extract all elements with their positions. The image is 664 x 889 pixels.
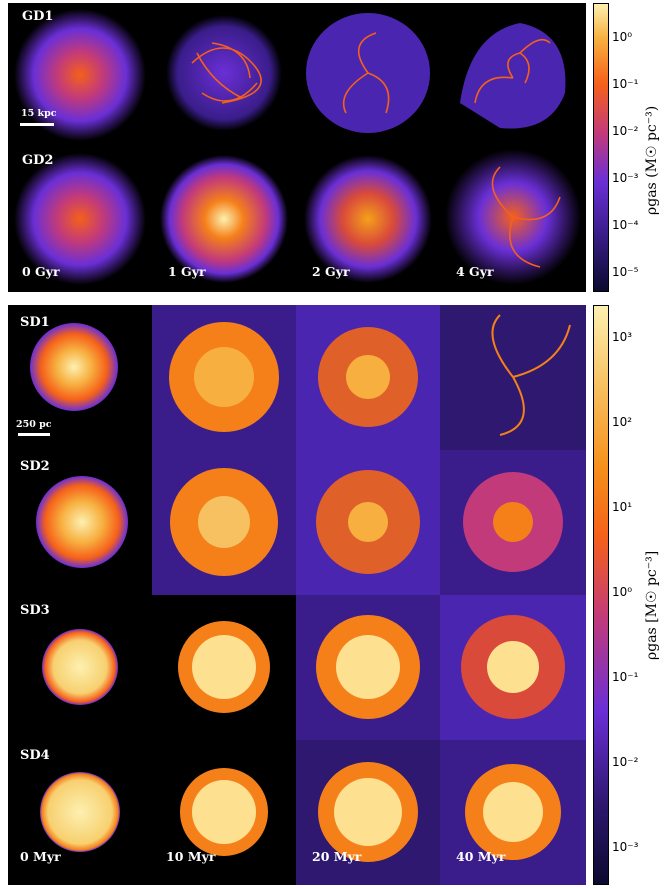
gd2-4gyr-image [440, 147, 586, 292]
top-image-grid: GD1 GD2 15 kpc 0 Gyr 1 Gyr 2 Gyr 4 Gyr [8, 3, 586, 292]
sd1-0myr-image [8, 305, 152, 450]
time-label-10myr: 10 Myr [166, 849, 216, 864]
top-cb-tick-4: 10⁻⁴ [612, 218, 639, 232]
sd3-10myr-image [152, 595, 296, 740]
sd2-20myr-image [296, 450, 440, 595]
time-label-2gyr: 2 Gyr [312, 264, 350, 279]
gd1-2gyr-image [296, 3, 440, 147]
time-label-0gyr: 0 Gyr [22, 264, 60, 279]
bottom-colorbar-label: ρgas [M☉ pc⁻³] [644, 550, 660, 660]
top-cb-tick-1: 10⁻¹ [612, 77, 639, 91]
sd4-40myr-image [440, 740, 586, 885]
scale-bar-label: 15 kpc [21, 108, 57, 119]
gd1-1gyr-image [152, 3, 296, 147]
sd4-10myr-image [152, 740, 296, 885]
gd2-2gyr-image [296, 147, 440, 292]
top-cb-tick-0: 10⁰ [612, 30, 633, 44]
gd1-4gyr-image [440, 3, 586, 147]
scale-bar-label-bottom: 250 pc [16, 419, 52, 430]
bottom-cb-tick-6: 10⁻³ [612, 840, 639, 854]
row-label-sd2: SD2 [20, 459, 50, 474]
bottom-cb-tick-3: 10⁰ [612, 585, 633, 599]
row-label-sd4: SD4 [20, 748, 50, 763]
bottom-cb-tick-4: 10⁻¹ [612, 670, 639, 684]
bottom-colorbar [593, 305, 609, 885]
sd3-20myr-image [296, 595, 440, 740]
sd2-0myr-image [8, 450, 152, 595]
row-label-sd3: SD3 [20, 603, 50, 618]
sd1-10myr-image [152, 305, 296, 450]
row-label-sd1: SD1 [20, 315, 50, 330]
time-label-40myr: 40 Myr [456, 849, 506, 864]
scale-bar-15kpc [20, 123, 54, 126]
time-label-4gyr: 4 Gyr [456, 264, 494, 279]
scale-bar-250pc [18, 433, 50, 436]
sd4-20myr-image [296, 740, 440, 885]
bottom-cb-tick-5: 10⁻² [612, 755, 639, 769]
sd3-0myr-image [8, 595, 152, 740]
time-label-0myr: 0 Myr [20, 849, 61, 864]
gd2-1gyr-image [152, 147, 296, 292]
bottom-image-grid: SD1 SD2 SD3 SD4 250 pc 0 Myr 10 Myr 20 M… [8, 305, 586, 885]
bottom-cb-tick-1: 10² [612, 415, 633, 429]
sd1-20myr-image [296, 305, 440, 450]
gd2-0gyr-image [8, 147, 152, 292]
time-label-1gyr: 1 Gyr [168, 264, 206, 279]
sd1-40myr-image [440, 305, 586, 450]
bottom-cb-tick-2: 10¹ [612, 500, 633, 514]
sd2-40myr-image [440, 450, 586, 595]
row-label-gd2: GD2 [22, 153, 54, 168]
time-label-20myr: 20 Myr [312, 849, 362, 864]
row-label-gd1: GD1 [22, 9, 54, 24]
top-colorbar-label: ρgas (M☉ pc⁻³) [644, 105, 660, 215]
sd2-10myr-image [152, 450, 296, 595]
top-cb-tick-2: 10⁻² [612, 124, 639, 138]
top-cb-tick-5: 10⁻⁵ [612, 265, 639, 279]
bottom-cb-tick-0: 10³ [612, 330, 633, 344]
top-cb-tick-3: 10⁻³ [612, 171, 639, 185]
sd3-40myr-image [440, 595, 586, 740]
top-colorbar [593, 3, 609, 292]
sd4-0myr-image [8, 740, 152, 885]
